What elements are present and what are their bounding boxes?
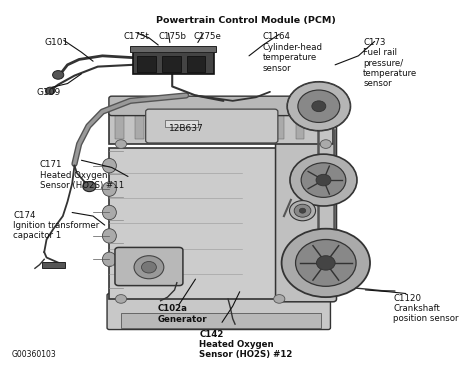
Bar [137, 56, 156, 72]
Circle shape [312, 101, 326, 112]
Circle shape [273, 295, 285, 303]
Circle shape [282, 229, 370, 297]
FancyBboxPatch shape [146, 109, 278, 143]
Text: C173
Fuel rail
pressure/
temperature
sensor: C173 Fuel rail pressure/ temperature sen… [363, 38, 417, 89]
Circle shape [290, 201, 316, 221]
Text: C175b: C175b [158, 33, 186, 41]
Text: G00360103: G00360103 [12, 350, 56, 359]
Ellipse shape [102, 229, 116, 243]
Circle shape [83, 182, 96, 192]
Circle shape [301, 163, 346, 197]
Text: C175e: C175e [193, 33, 221, 41]
Circle shape [317, 256, 335, 270]
Text: C1164
Cylinder-head
temperature
sensor: C1164 Cylinder-head temperature sensor [263, 33, 323, 72]
Ellipse shape [102, 158, 116, 173]
Circle shape [53, 71, 64, 79]
Bar [195, 115, 204, 139]
Text: Powertrain Control Module (PCM): Powertrain Control Module (PCM) [156, 16, 336, 25]
Bar [130, 46, 217, 52]
Text: G101: G101 [44, 38, 68, 47]
Circle shape [294, 204, 311, 217]
Bar [42, 262, 65, 268]
Bar [236, 115, 244, 139]
Bar [275, 115, 284, 139]
Bar [255, 115, 264, 139]
Bar [109, 108, 333, 144]
Text: C174
Ignition transformer
capacitor 1: C174 Ignition transformer capacitor 1 [13, 211, 99, 240]
Bar [109, 147, 328, 299]
Circle shape [116, 295, 127, 303]
Circle shape [320, 140, 331, 148]
FancyBboxPatch shape [275, 109, 337, 302]
Circle shape [290, 154, 357, 206]
Bar [155, 115, 164, 139]
FancyBboxPatch shape [107, 294, 330, 329]
Circle shape [298, 90, 340, 123]
Ellipse shape [102, 182, 116, 196]
Text: C171
Heated Oxygen
Sensor (HO2S) #11: C171 Heated Oxygen Sensor (HO2S) #11 [39, 160, 124, 190]
Circle shape [116, 140, 127, 148]
Bar [133, 51, 214, 74]
Bar [187, 56, 205, 72]
Bar [121, 313, 321, 328]
Circle shape [296, 239, 356, 286]
Text: C142
Heated Oxygen
Sensor (HO2S) #12: C142 Heated Oxygen Sensor (HO2S) #12 [199, 329, 292, 359]
Bar [175, 115, 184, 139]
Text: C102a
Generator: C102a Generator [157, 305, 207, 324]
Ellipse shape [102, 252, 116, 266]
Circle shape [134, 256, 164, 279]
Text: C1120
Crankshaft
position sensor: C1120 Crankshaft position sensor [393, 294, 459, 323]
Bar [162, 56, 181, 72]
Circle shape [316, 174, 331, 186]
Text: G109: G109 [36, 88, 61, 97]
Circle shape [287, 82, 350, 131]
Bar [296, 115, 304, 139]
FancyBboxPatch shape [109, 96, 328, 116]
Text: 12B637: 12B637 [168, 124, 203, 133]
Bar [116, 115, 124, 139]
Circle shape [299, 208, 306, 213]
Text: C175t: C175t [123, 33, 149, 41]
Ellipse shape [102, 205, 116, 220]
Bar [136, 115, 144, 139]
Circle shape [142, 261, 156, 273]
FancyBboxPatch shape [115, 247, 183, 285]
Circle shape [46, 87, 55, 94]
Bar [165, 120, 198, 127]
Bar [216, 115, 224, 139]
